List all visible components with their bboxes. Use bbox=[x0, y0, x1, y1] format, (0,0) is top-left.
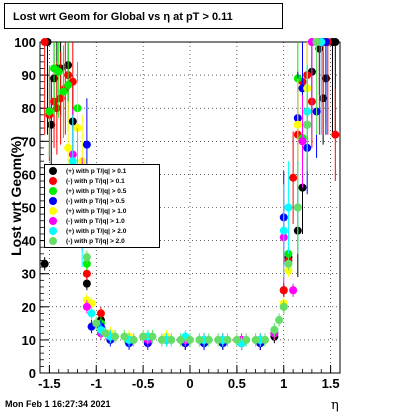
y-tick-label: 0 bbox=[29, 366, 36, 381]
legend-label: (-) with p T/|q| > 0.1 bbox=[66, 177, 125, 185]
legend: (+) with p T/|q| > 0.1 (-) with p T/|q| >… bbox=[44, 164, 160, 248]
data-point-8 bbox=[111, 332, 119, 341]
data-point-6 bbox=[298, 137, 307, 146]
legend-marker bbox=[49, 177, 57, 185]
data-point-5 bbox=[293, 120, 302, 129]
legend-marker bbox=[49, 237, 57, 245]
legend-entry: (+) with p T/|q| > 2.0 bbox=[49, 226, 159, 236]
data-point-8 bbox=[186, 335, 194, 344]
y-tick-label: 70 bbox=[22, 134, 36, 149]
data-point-2 bbox=[289, 173, 298, 182]
data-point-8 bbox=[204, 335, 213, 344]
legend-marker bbox=[49, 227, 57, 235]
legend-label: (-) with p T/|q| > 0.5 bbox=[66, 197, 125, 205]
legend-entry: (+) with p T/|q| > 0.1 bbox=[49, 166, 159, 176]
data-point-8 bbox=[101, 329, 110, 338]
x-axis-label: η bbox=[331, 398, 339, 413]
data-point-1 bbox=[331, 38, 340, 46]
data-point-8 bbox=[92, 319, 101, 328]
data-point-8 bbox=[275, 316, 284, 325]
legend-marker bbox=[49, 197, 57, 205]
data-point-7 bbox=[68, 157, 77, 166]
data-point-8 bbox=[284, 259, 293, 268]
legend-label: (+) with p T/|q| > 0.1 bbox=[66, 167, 127, 175]
data-point-8 bbox=[176, 335, 185, 344]
legend-marker bbox=[49, 207, 57, 215]
legend-label: (-) with p T/|q| > 1.0 bbox=[66, 217, 125, 225]
data-point-8 bbox=[82, 253, 91, 262]
data-point-6 bbox=[82, 302, 91, 311]
data-point-8 bbox=[251, 335, 260, 344]
data-point-8 bbox=[223, 335, 232, 344]
data-point-7 bbox=[284, 203, 293, 212]
x-tick-label: -0.5 bbox=[132, 376, 154, 391]
data-point-8 bbox=[303, 120, 312, 129]
data-point-5 bbox=[64, 143, 73, 152]
y-tick-label: 50 bbox=[22, 201, 36, 216]
y-tick-label: 30 bbox=[22, 267, 36, 282]
legend-entry: (+) with p T/|q| > 0.5 bbox=[49, 186, 159, 196]
data-point-8 bbox=[129, 335, 138, 344]
data-point-8 bbox=[293, 203, 302, 212]
legend-label: (+) with p T/|q| > 2.0 bbox=[66, 227, 127, 235]
chart-title: Lost wrt Geom for Global vs η at pT > 0.… bbox=[4, 3, 283, 29]
y-tick-label: 100 bbox=[14, 35, 36, 50]
x-tick-label: 1 bbox=[280, 376, 287, 391]
data-point-2 bbox=[279, 286, 288, 295]
data-point-2 bbox=[40, 38, 49, 46]
y-tick-label: 20 bbox=[22, 300, 36, 315]
y-tick-label: 80 bbox=[22, 101, 36, 116]
legend-entry: (-) with p T/|q| > 0.1 bbox=[49, 176, 159, 186]
data-point-8 bbox=[148, 332, 157, 341]
legend-label: (-) with p T/|q| > 2.0 bbox=[66, 237, 125, 245]
y-axis-label: Lost wrt Geom(%) bbox=[8, 136, 24, 256]
data-point-8 bbox=[242, 335, 251, 344]
data-point-8 bbox=[261, 335, 269, 344]
legend-marker bbox=[49, 167, 57, 175]
data-point-8 bbox=[195, 335, 204, 344]
x-tick-label: -1 bbox=[90, 376, 102, 391]
data-point-8 bbox=[157, 335, 166, 344]
data-point-1 bbox=[82, 279, 91, 288]
y-tick-label: 90 bbox=[22, 68, 36, 83]
legend-label: (+) with p T/|q| > 1.0 bbox=[66, 207, 127, 215]
data-point-8 bbox=[312, 38, 321, 46]
data-point-8 bbox=[232, 335, 241, 344]
legend-marker bbox=[49, 187, 57, 195]
data-point-4 bbox=[82, 140, 91, 149]
x-tick-label: 1.5 bbox=[322, 376, 340, 391]
y-tick-label: 60 bbox=[22, 167, 36, 182]
y-tick-label: 40 bbox=[22, 234, 36, 249]
data-point-3 bbox=[54, 67, 63, 76]
data-point-8 bbox=[279, 302, 288, 311]
data-point-3 bbox=[45, 107, 54, 116]
y-tick-label: 10 bbox=[22, 333, 36, 348]
legend-entry: (-) with p T/|q| > 0.5 bbox=[49, 196, 159, 206]
legend-entry: (+) with p T/|q| > 1.0 bbox=[49, 206, 159, 216]
legend-entry: (-) with p T/|q| > 1.0 bbox=[49, 216, 159, 226]
data-point-8 bbox=[270, 325, 279, 334]
data-point-2 bbox=[96, 309, 105, 318]
data-point-1 bbox=[40, 259, 49, 268]
data-point-8 bbox=[214, 335, 223, 344]
data-point-8 bbox=[167, 335, 176, 344]
x-tick-label: 0.5 bbox=[228, 376, 246, 391]
data-point-3 bbox=[59, 87, 68, 96]
x-tick-label: -1.5 bbox=[38, 376, 60, 391]
x-tick-label: 0 bbox=[186, 376, 193, 391]
data-point-2 bbox=[331, 130, 340, 139]
legend-label: (+) with p T/|q| > 0.5 bbox=[66, 187, 127, 195]
legend-entry: (-) with p T/|q| > 2.0 bbox=[49, 236, 159, 246]
data-point-2 bbox=[82, 269, 91, 278]
data-point-7 bbox=[279, 226, 288, 235]
data-point-6 bbox=[289, 286, 298, 295]
data-point-3 bbox=[64, 81, 73, 90]
timestamp: Mon Feb 1 16:27:34 2021 bbox=[5, 399, 111, 409]
legend-marker bbox=[49, 217, 57, 225]
data-point-8 bbox=[139, 332, 148, 341]
data-point-8 bbox=[120, 332, 129, 341]
data-point-7 bbox=[87, 309, 96, 318]
